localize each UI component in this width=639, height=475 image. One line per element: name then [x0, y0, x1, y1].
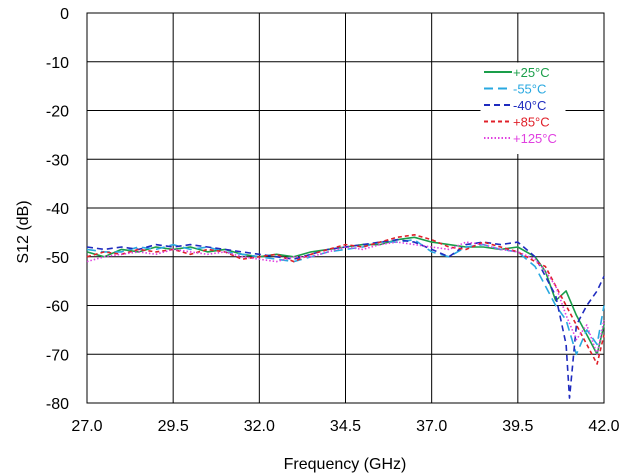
x-axis-title: Frequency (GHz)	[284, 456, 407, 473]
y-axis-title: S12 (dB)	[15, 200, 32, 263]
y-axis-ticks: 0 -10 -20 -30 -40 -50 -60 -70 -80	[46, 6, 69, 413]
x-tick-label: 32.0	[244, 418, 275, 435]
y-tick-label: 0	[60, 6, 69, 23]
y-tick-label: -70	[46, 347, 69, 364]
series-layer	[86, 234, 605, 399]
x-tick-label: 34.5	[330, 418, 361, 435]
legend: +25°C -55°C-40°C +85°C+125°C	[480, 62, 566, 154]
series-line	[86, 234, 605, 365]
legend-label: -40°C	[513, 98, 546, 113]
y-tick-label: -50	[46, 250, 69, 267]
x-axis-ticks: 27.0 29.5 32.0 34.5 37.0 39.5 42.0	[71, 418, 619, 435]
legend-label: -55°C	[513, 82, 546, 97]
legend-label: +125°C	[513, 131, 557, 146]
y-tick-label: -30	[46, 152, 69, 169]
x-tick-label: 29.5	[158, 418, 189, 435]
x-tick-label: 42.0	[588, 418, 619, 435]
x-tick-label: 37.0	[416, 418, 447, 435]
y-tick-label: -40	[46, 201, 69, 218]
grid	[86, 12, 605, 404]
legend-label: +25°C	[513, 65, 550, 80]
series-line	[86, 241, 605, 356]
x-tick-label: 27.0	[71, 418, 102, 435]
y-tick-label: -20	[46, 104, 69, 121]
x-tick-label: 39.5	[502, 418, 533, 435]
y-tick-label: -60	[46, 299, 69, 316]
legend-label: +85°C	[513, 115, 550, 130]
y-tick-label: -80	[46, 396, 69, 413]
y-tick-label: -10	[46, 55, 69, 72]
